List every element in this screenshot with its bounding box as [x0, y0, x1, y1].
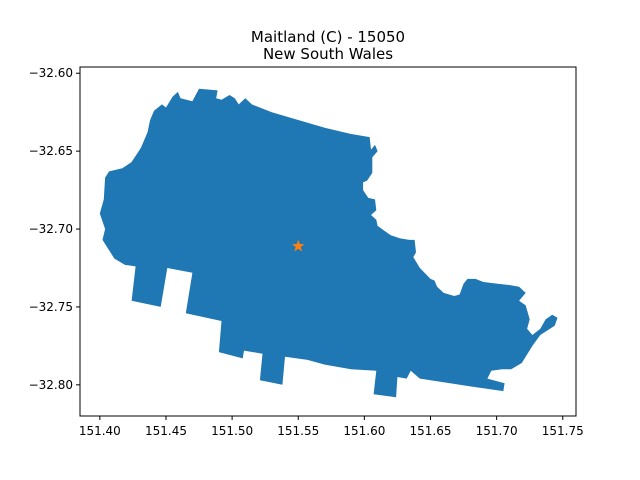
- x-axis: 151.40 151.45 151.50 151.55 151.60 151.65 151.…: [79, 416, 584, 438]
- centroid-star-marker: [292, 239, 305, 252]
- lga-region-polygon: [99, 88, 558, 398]
- y-axis: −32.60 −32.65 −32.70 −32.75 −32.80: [29, 66, 80, 392]
- x-tick-label: 151.60: [343, 424, 385, 438]
- x-tick-label: 151.40: [79, 424, 121, 438]
- x-tick-label: 151.70: [476, 424, 518, 438]
- map-title: Maitland (C) - 15050: [251, 28, 405, 46]
- x-tick-label: 151.50: [211, 424, 253, 438]
- x-tick-label: 151.55: [277, 424, 319, 438]
- y-tick-label: −32.65: [29, 144, 73, 158]
- axes-frame: [79, 66, 577, 417]
- y-tick-label: −32.75: [29, 300, 73, 314]
- x-tick-label: 151.45: [145, 424, 187, 438]
- y-tick-label: −32.70: [29, 222, 73, 236]
- y-tick-label: −32.60: [29, 66, 73, 80]
- x-tick-label: 151.65: [410, 424, 452, 438]
- map-subtitle: New South Wales: [263, 45, 393, 63]
- x-tick-label: 151.75: [542, 424, 584, 438]
- y-tick-label: −32.80: [29, 378, 73, 392]
